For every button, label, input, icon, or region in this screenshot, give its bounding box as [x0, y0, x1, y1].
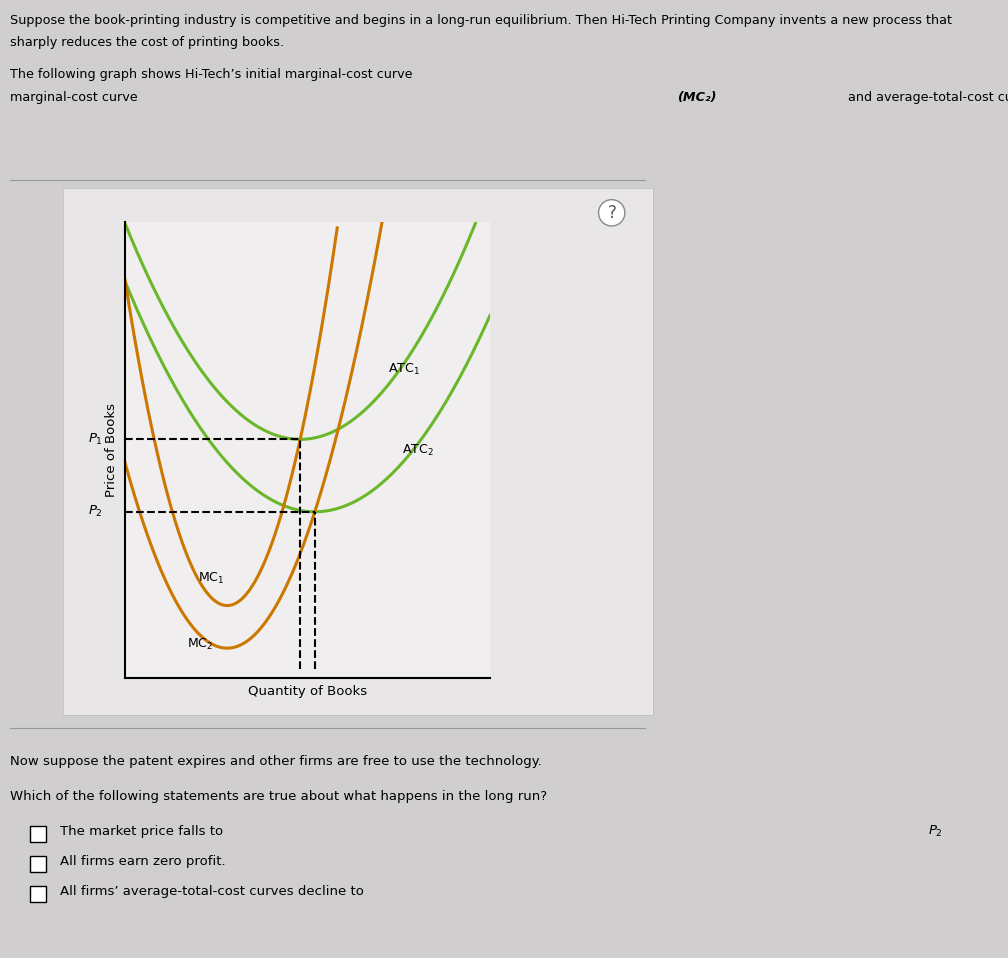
- Text: MC$_2$: MC$_2$: [187, 637, 214, 652]
- Text: ?: ?: [607, 204, 616, 222]
- Y-axis label: Price of Books: Price of Books: [105, 403, 118, 497]
- X-axis label: Quantity of Books: Quantity of Books: [248, 685, 367, 698]
- Text: Now suppose the patent expires and other firms are free to use the technology.: Now suppose the patent expires and other…: [10, 755, 542, 768]
- Text: All firms’ average-total-cost curves decline to: All firms’ average-total-cost curves dec…: [60, 884, 369, 898]
- Text: MC$_1$: MC$_1$: [198, 571, 225, 586]
- Text: (MC₂): (MC₂): [677, 91, 717, 104]
- Text: ATC$_2$: ATC$_2$: [402, 444, 434, 459]
- Text: The following graph shows Hi-Tech’s initial marginal-cost curve: The following graph shows Hi-Tech’s init…: [10, 68, 416, 81]
- Text: Which of the following statements are true about what happens in the long run?: Which of the following statements are tr…: [10, 790, 551, 803]
- Text: sharply reduces the cost of printing books.: sharply reduces the cost of printing boo…: [10, 36, 284, 49]
- Text: and average-total-cost curve: and average-total-cost curve: [844, 91, 1008, 104]
- Text: marginal-cost curve: marginal-cost curve: [10, 91, 142, 104]
- Text: $P_2$: $P_2$: [89, 504, 103, 519]
- Text: Suppose the book-printing industry is competitive and begins in a long-run equil: Suppose the book-printing industry is co…: [10, 14, 953, 27]
- Text: $P_1$: $P_1$: [88, 432, 103, 446]
- Text: The market price falls to: The market price falls to: [60, 825, 228, 837]
- Text: All firms earn zero profit.: All firms earn zero profit.: [60, 855, 226, 868]
- Text: ATC$_1$: ATC$_1$: [388, 362, 419, 376]
- Text: $P_2$: $P_2$: [927, 824, 942, 838]
